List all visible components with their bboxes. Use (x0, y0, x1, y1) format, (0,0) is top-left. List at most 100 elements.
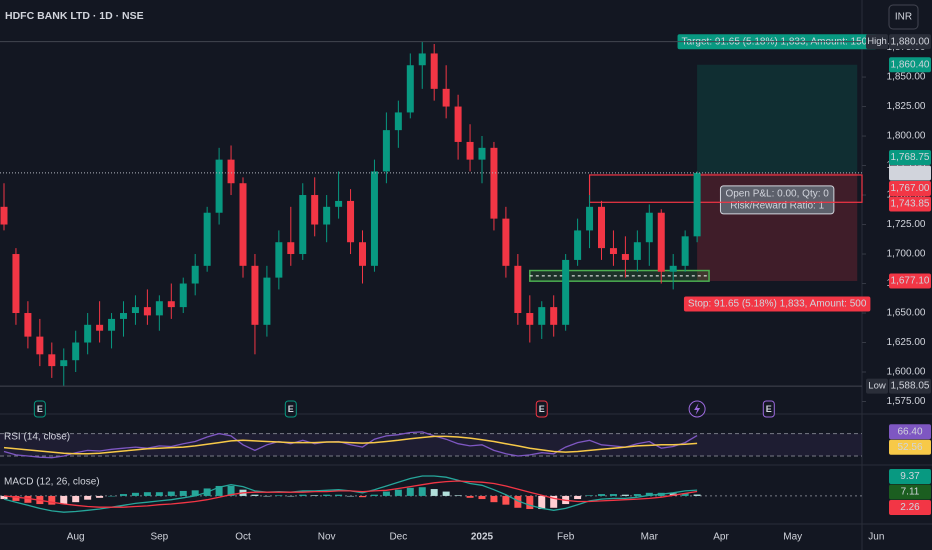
price-label (889, 484, 931, 500)
candle-body (406, 65, 414, 113)
info-text: Open P&L: 0.00, Qty: 0 (725, 189, 829, 200)
price-label (889, 34, 931, 50)
level-rectangle (588, 174, 863, 203)
candle-body (538, 307, 546, 325)
price-label (889, 273, 931, 289)
event-icon (33, 400, 46, 418)
macd-histogram-bar (120, 494, 127, 496)
macd-histogram-bar (693, 494, 701, 496)
candle-body (287, 242, 295, 255)
macd-histogram-bar (609, 494, 617, 496)
price-label (889, 57, 931, 73)
macd-histogram-bar (490, 495, 498, 503)
y-tick-label: 1,625.00 (887, 337, 926, 348)
candle-body (442, 88, 450, 107)
event-label: E (539, 404, 545, 414)
x-tick-label: Mar (641, 532, 659, 543)
macd-histogram-bar (12, 495, 20, 501)
candle-body (514, 265, 522, 314)
macd-histogram-bar (179, 490, 187, 496)
price-label-text: 1,767.00 (891, 183, 930, 194)
price-label-text: 1,588.05 (891, 381, 930, 392)
candle-body (60, 360, 68, 367)
price-label-text: 1,768.75 (891, 152, 930, 163)
currency-button[interactable] (888, 4, 919, 30)
candle-body (120, 313, 127, 319)
event-label: E (288, 404, 294, 414)
macd-histogram-bar (155, 492, 163, 496)
candle-body (454, 106, 462, 142)
macd-histogram-bar (645, 492, 653, 496)
info-box (719, 185, 835, 215)
candle-body (24, 313, 32, 337)
rsi-band (0, 433, 862, 457)
x-tick-label: Feb (557, 532, 575, 543)
target-zone (697, 64, 858, 173)
price-label-text: 1,860.40 (891, 59, 930, 70)
candle-body (131, 307, 139, 314)
x-tick-label: 2025 (471, 532, 494, 543)
macd-histogram-bar (227, 485, 235, 496)
price-tag-box (866, 378, 888, 394)
x-tick-label: May (783, 532, 802, 543)
x-tick-label: Dec (389, 532, 407, 543)
macd-histogram-bar (442, 491, 450, 496)
y-tick-label: 1,600.00 (887, 367, 926, 378)
macd-histogram-bar (311, 495, 319, 496)
price-tag-box (866, 34, 888, 50)
candle-body (12, 254, 20, 314)
macd-histogram-bar (621, 494, 629, 496)
candle-body (621, 254, 629, 260)
signal-line (3, 480, 698, 508)
candle-body (574, 230, 582, 260)
stop-label-box (683, 296, 871, 312)
macd-histogram-bar (359, 495, 366, 498)
price-label (889, 150, 931, 166)
candle-body (263, 277, 271, 325)
y-tick-label: 1,850.00 (887, 72, 926, 83)
macd-histogram-bar (586, 495, 594, 496)
macd-histogram-bar (502, 495, 510, 505)
candle-body (394, 112, 402, 131)
currency-label[interactable]: INR (895, 12, 912, 23)
rsi-ma-line (3, 435, 698, 455)
macd-histogram-bar (108, 495, 116, 497)
candle-body (275, 242, 283, 278)
event-icon (762, 400, 775, 418)
candle-body (311, 195, 319, 225)
price-tag: High (867, 36, 887, 47)
price-label (889, 196, 931, 212)
macd-histogram-bar (382, 491, 390, 496)
candle-body (143, 307, 151, 316)
candle-body (155, 301, 163, 316)
macd-histogram-bar (275, 495, 283, 496)
candle-body (693, 172, 701, 237)
event-label: E (766, 404, 772, 414)
macd-histogram-bar (514, 495, 522, 508)
candle-body (562, 259, 570, 325)
price-label-text: 66.40 (897, 426, 922, 437)
candle-body (598, 206, 605, 249)
macd-histogram-bar (370, 494, 378, 496)
candle-body (227, 159, 235, 184)
x-tick-label: Oct (235, 532, 251, 543)
dividend-bolt (694, 403, 701, 415)
macd-histogram-bar (347, 495, 355, 497)
candle-body (478, 147, 486, 160)
macd-histogram-bar (191, 490, 199, 496)
y-tick-label: 1,650.00 (887, 308, 926, 319)
macd-histogram-bar (72, 495, 80, 503)
candle-body (550, 307, 558, 325)
macd-histogram-bar (478, 495, 486, 500)
macd-histogram-bar (323, 494, 331, 496)
candle-body (609, 248, 617, 255)
candle-body (466, 141, 474, 160)
x-tick-label: Apr (713, 532, 729, 543)
macd-histogram-bar (454, 495, 462, 496)
y-tick-label: 1,700.00 (887, 249, 926, 260)
candle-body (72, 342, 80, 361)
macd-histogram-bar (299, 494, 307, 496)
price-label (889, 439, 931, 455)
macd-histogram-bar (24, 495, 32, 503)
